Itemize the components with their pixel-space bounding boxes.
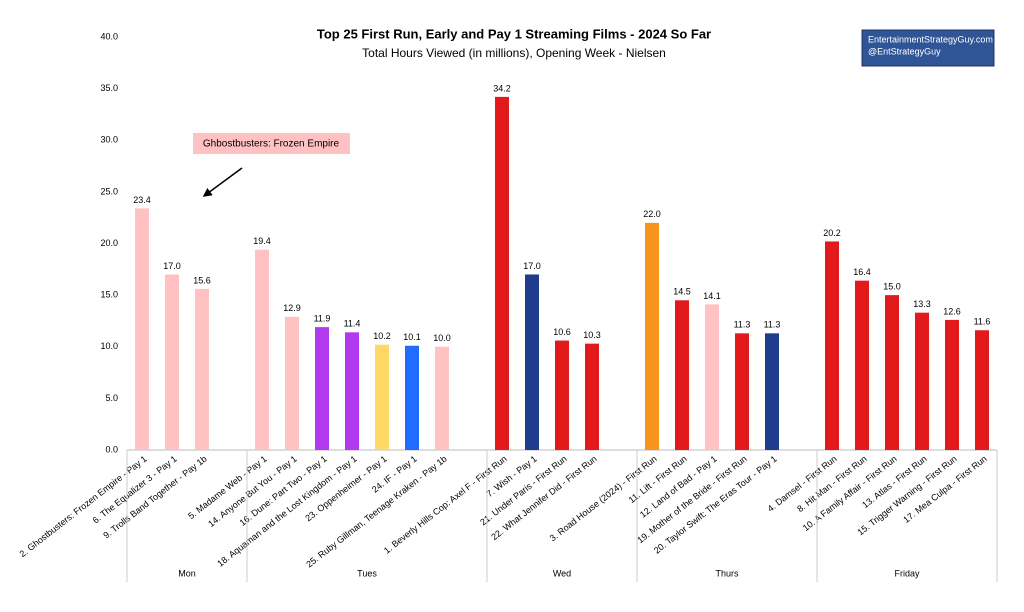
bar <box>555 340 569 450</box>
credit-box <box>861 29 995 67</box>
group-label: Mon <box>178 568 196 578</box>
bar <box>405 345 419 450</box>
data-label: 10.6 <box>553 327 571 337</box>
group-label: Wed <box>553 568 571 578</box>
bar <box>345 332 359 450</box>
data-label: 11.3 <box>764 320 781 330</box>
y-tick-label: 25.0 <box>100 186 118 196</box>
credit-text: @EntStrategyGuy <box>868 46 941 56</box>
x-tick-label: 18. Aquaman and the Lost Kingdom - Pay 1 <box>215 454 358 569</box>
data-label: 11.9 <box>314 314 331 324</box>
y-tick-label: 15.0 <box>100 290 118 300</box>
credit-text: EntertainmentStrategyGuy.com <box>868 34 993 44</box>
bar <box>495 96 509 450</box>
data-label: 23.4 <box>133 195 151 205</box>
bar <box>645 222 659 450</box>
data-label: 11.6 <box>974 317 991 327</box>
data-label: 15.0 <box>883 282 901 292</box>
bar <box>285 316 299 450</box>
group-label: Tues <box>357 568 377 578</box>
bar <box>855 280 869 450</box>
data-label: 10.0 <box>433 333 451 343</box>
group-label: Thurs <box>715 568 739 578</box>
bar <box>825 241 839 450</box>
y-tick-label: 30.0 <box>100 135 118 145</box>
y-tick-label: 35.0 <box>100 83 118 93</box>
data-label: 13.3 <box>913 299 931 309</box>
bar <box>765 333 779 450</box>
data-label: 15.6 <box>193 275 211 285</box>
data-label: 14.1 <box>703 291 721 301</box>
data-label: 16.4 <box>853 267 871 277</box>
data-label: 19.4 <box>253 236 271 246</box>
bar <box>705 304 719 450</box>
bar <box>975 330 989 450</box>
bar <box>945 319 959 450</box>
bar <box>375 344 389 450</box>
data-label: 11.4 <box>344 319 361 329</box>
bar <box>435 346 449 450</box>
data-label: 17.0 <box>523 261 541 271</box>
bar <box>255 249 269 450</box>
annotation-box <box>193 133 350 154</box>
bar <box>915 312 929 450</box>
data-label: 11.3 <box>734 320 751 330</box>
data-label: 12.9 <box>283 303 301 313</box>
bar <box>675 300 689 450</box>
data-label: 22.0 <box>643 209 661 219</box>
data-label: 14.5 <box>673 287 691 297</box>
y-tick-label: 0.0 <box>105 444 118 454</box>
data-label: 10.3 <box>583 330 601 340</box>
bar <box>885 295 899 450</box>
x-tick-label: 2. Ghostbusters: Frozen Empire - Pay 1 <box>18 454 149 560</box>
data-label: 10.2 <box>373 331 391 341</box>
group-label: Friday <box>894 568 920 578</box>
bar <box>525 274 539 450</box>
chart-title: Top 25 First Run, Early and Pay 1 Stream… <box>317 26 711 41</box>
x-tick-label: 3. Road House (2024) - First Run <box>548 454 659 544</box>
chart-subtitle: Total Hours Viewed (in millions), Openin… <box>362 46 666 60</box>
y-tick-label: 5.0 <box>105 393 118 403</box>
bar <box>585 343 599 450</box>
data-label: 17.0 <box>163 261 181 271</box>
bar <box>165 274 179 450</box>
bar <box>315 327 329 450</box>
y-tick-label: 10.0 <box>100 341 118 351</box>
data-label: 20.2 <box>823 228 841 238</box>
bar <box>195 288 209 450</box>
bar <box>135 208 149 450</box>
data-label: 10.1 <box>403 332 421 342</box>
bar <box>735 333 749 450</box>
annotation-arrow <box>202 167 243 197</box>
annotation: Ghbostbusters: Frozen Empire <box>203 139 340 150</box>
data-label: 12.6 <box>943 306 961 316</box>
y-tick-label: 20.0 <box>100 238 118 248</box>
data-label: 34.2 <box>493 83 511 93</box>
y-tick-label: 40.0 <box>100 31 118 41</box>
